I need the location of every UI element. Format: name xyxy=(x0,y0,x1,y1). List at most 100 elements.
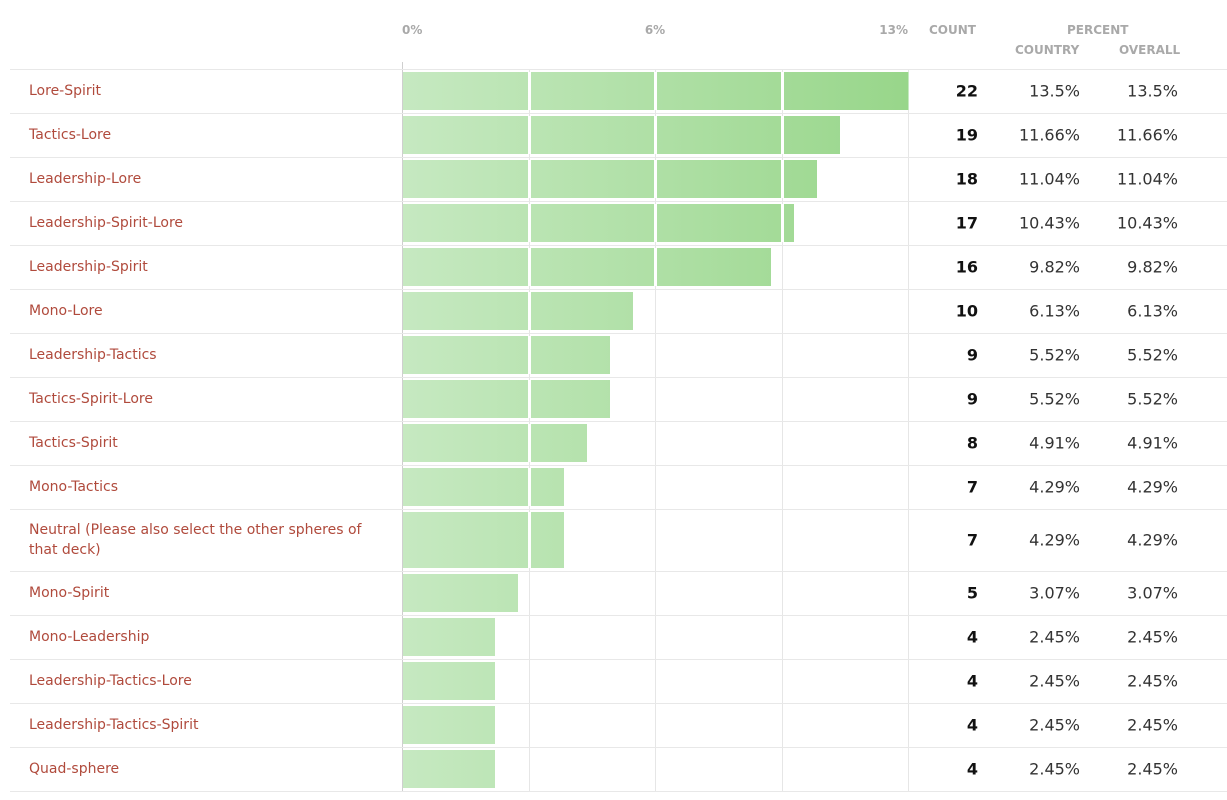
bar xyxy=(403,706,495,744)
bar-divider xyxy=(780,160,784,198)
country-percent: 10.43% xyxy=(1018,213,1080,233)
row-separator xyxy=(10,69,1227,70)
category-label: Tactics-Spirit-Lore xyxy=(29,391,153,407)
count: 22 xyxy=(955,81,978,101)
country-header: COUNTRY xyxy=(1015,43,1080,57)
overall-percent: 4.91% xyxy=(1127,433,1178,453)
overall-percent: 2.45% xyxy=(1127,627,1178,647)
bar xyxy=(403,292,633,330)
count: 9 xyxy=(966,389,978,409)
overall-percent: 11.04% xyxy=(1116,169,1178,189)
grid-line xyxy=(908,69,909,791)
axis-line xyxy=(402,62,403,791)
country-percent: 4.29% xyxy=(1029,530,1080,550)
bar-divider xyxy=(654,72,657,110)
bar-divider xyxy=(780,116,784,154)
country-percent: 4.91% xyxy=(1029,433,1080,453)
category-label: Lore-Spirit xyxy=(29,83,102,99)
country-percent: 11.66% xyxy=(1018,125,1080,145)
x-tick-label: 13% xyxy=(879,23,908,37)
country-percent: 2.45% xyxy=(1029,671,1080,691)
bar xyxy=(403,618,495,656)
category-label: Quad-sphere xyxy=(29,761,120,777)
row-separator xyxy=(10,615,1227,616)
category-label: Mono-Leadership xyxy=(29,629,150,645)
category-label: Leadership-Tactics-Lore xyxy=(29,673,192,689)
overall-percent: 13.5% xyxy=(1127,81,1178,101)
count: 9 xyxy=(966,345,978,365)
percent-header: PERCENT xyxy=(1067,23,1129,37)
category-label: Leadership-Lore xyxy=(29,171,142,187)
count: 19 xyxy=(955,125,978,145)
overall-percent: 11.66% xyxy=(1116,125,1178,145)
bar-divider xyxy=(527,292,531,330)
overall-percent: 4.29% xyxy=(1127,530,1178,550)
category-label: Leadership-Tactics-Spirit xyxy=(29,717,199,733)
bar xyxy=(403,424,588,462)
count: 8 xyxy=(966,433,978,453)
count: 4 xyxy=(966,759,978,779)
country-percent: 5.52% xyxy=(1029,345,1080,365)
category-label: Tactics-Spirit xyxy=(29,435,118,451)
overall-header: OVERALL xyxy=(1119,43,1181,57)
overall-percent: 4.29% xyxy=(1127,477,1178,497)
row-separator xyxy=(10,333,1227,334)
bar xyxy=(403,160,817,198)
bar-divider xyxy=(527,160,531,198)
country-percent: 5.52% xyxy=(1029,389,1080,409)
row-separator xyxy=(10,289,1227,290)
overall-percent: 5.52% xyxy=(1127,345,1178,365)
row-separator xyxy=(10,465,1227,466)
country-percent: 2.45% xyxy=(1029,759,1080,779)
overall-percent: 2.45% xyxy=(1127,671,1178,691)
bar-divider xyxy=(527,336,531,374)
bar xyxy=(403,336,610,374)
count: 10 xyxy=(955,301,978,321)
bar-divider xyxy=(527,204,531,242)
bar xyxy=(403,248,772,286)
category-label: Leadership-Tactics xyxy=(29,347,157,363)
bar-divider xyxy=(527,512,531,568)
count: 18 xyxy=(955,169,978,189)
count: 5 xyxy=(966,583,978,603)
row-separator xyxy=(10,201,1227,202)
bar xyxy=(403,204,794,242)
bar-divider xyxy=(780,72,784,110)
count: 17 xyxy=(955,213,978,233)
row-separator xyxy=(10,703,1227,704)
bar xyxy=(403,574,519,612)
category-label: Tactics-Lore xyxy=(29,127,112,143)
row-separator xyxy=(10,377,1227,378)
category-label: Mono-Spirit xyxy=(29,585,110,601)
row-separator xyxy=(10,747,1227,748)
count-header: COUNT xyxy=(929,23,976,37)
bar-divider xyxy=(654,204,657,242)
country-percent: 11.04% xyxy=(1018,169,1080,189)
bar xyxy=(403,468,564,506)
bar-divider xyxy=(654,116,657,154)
country-percent: 2.45% xyxy=(1029,627,1080,647)
row-separator xyxy=(10,791,1227,792)
category-label: Leadership-Spirit-Lore xyxy=(29,215,184,231)
count: 7 xyxy=(966,477,978,497)
row-separator xyxy=(10,659,1227,660)
country-percent: 13.5% xyxy=(1029,81,1080,101)
bar-divider xyxy=(527,72,531,110)
overall-percent: 9.82% xyxy=(1127,257,1178,277)
row-separator xyxy=(10,421,1227,422)
country-percent: 2.45% xyxy=(1029,715,1080,735)
overall-percent: 3.07% xyxy=(1127,583,1178,603)
row-separator xyxy=(10,571,1227,572)
bar xyxy=(403,380,610,418)
count: 16 xyxy=(955,257,978,277)
country-percent: 4.29% xyxy=(1029,477,1080,497)
overall-percent: 10.43% xyxy=(1116,213,1178,233)
bar xyxy=(403,512,564,568)
row-separator xyxy=(10,509,1227,510)
bar xyxy=(403,662,495,700)
count: 4 xyxy=(966,627,978,647)
country-percent: 6.13% xyxy=(1029,301,1080,321)
bar-divider xyxy=(527,468,531,506)
x-tick-label: 6% xyxy=(644,23,666,37)
